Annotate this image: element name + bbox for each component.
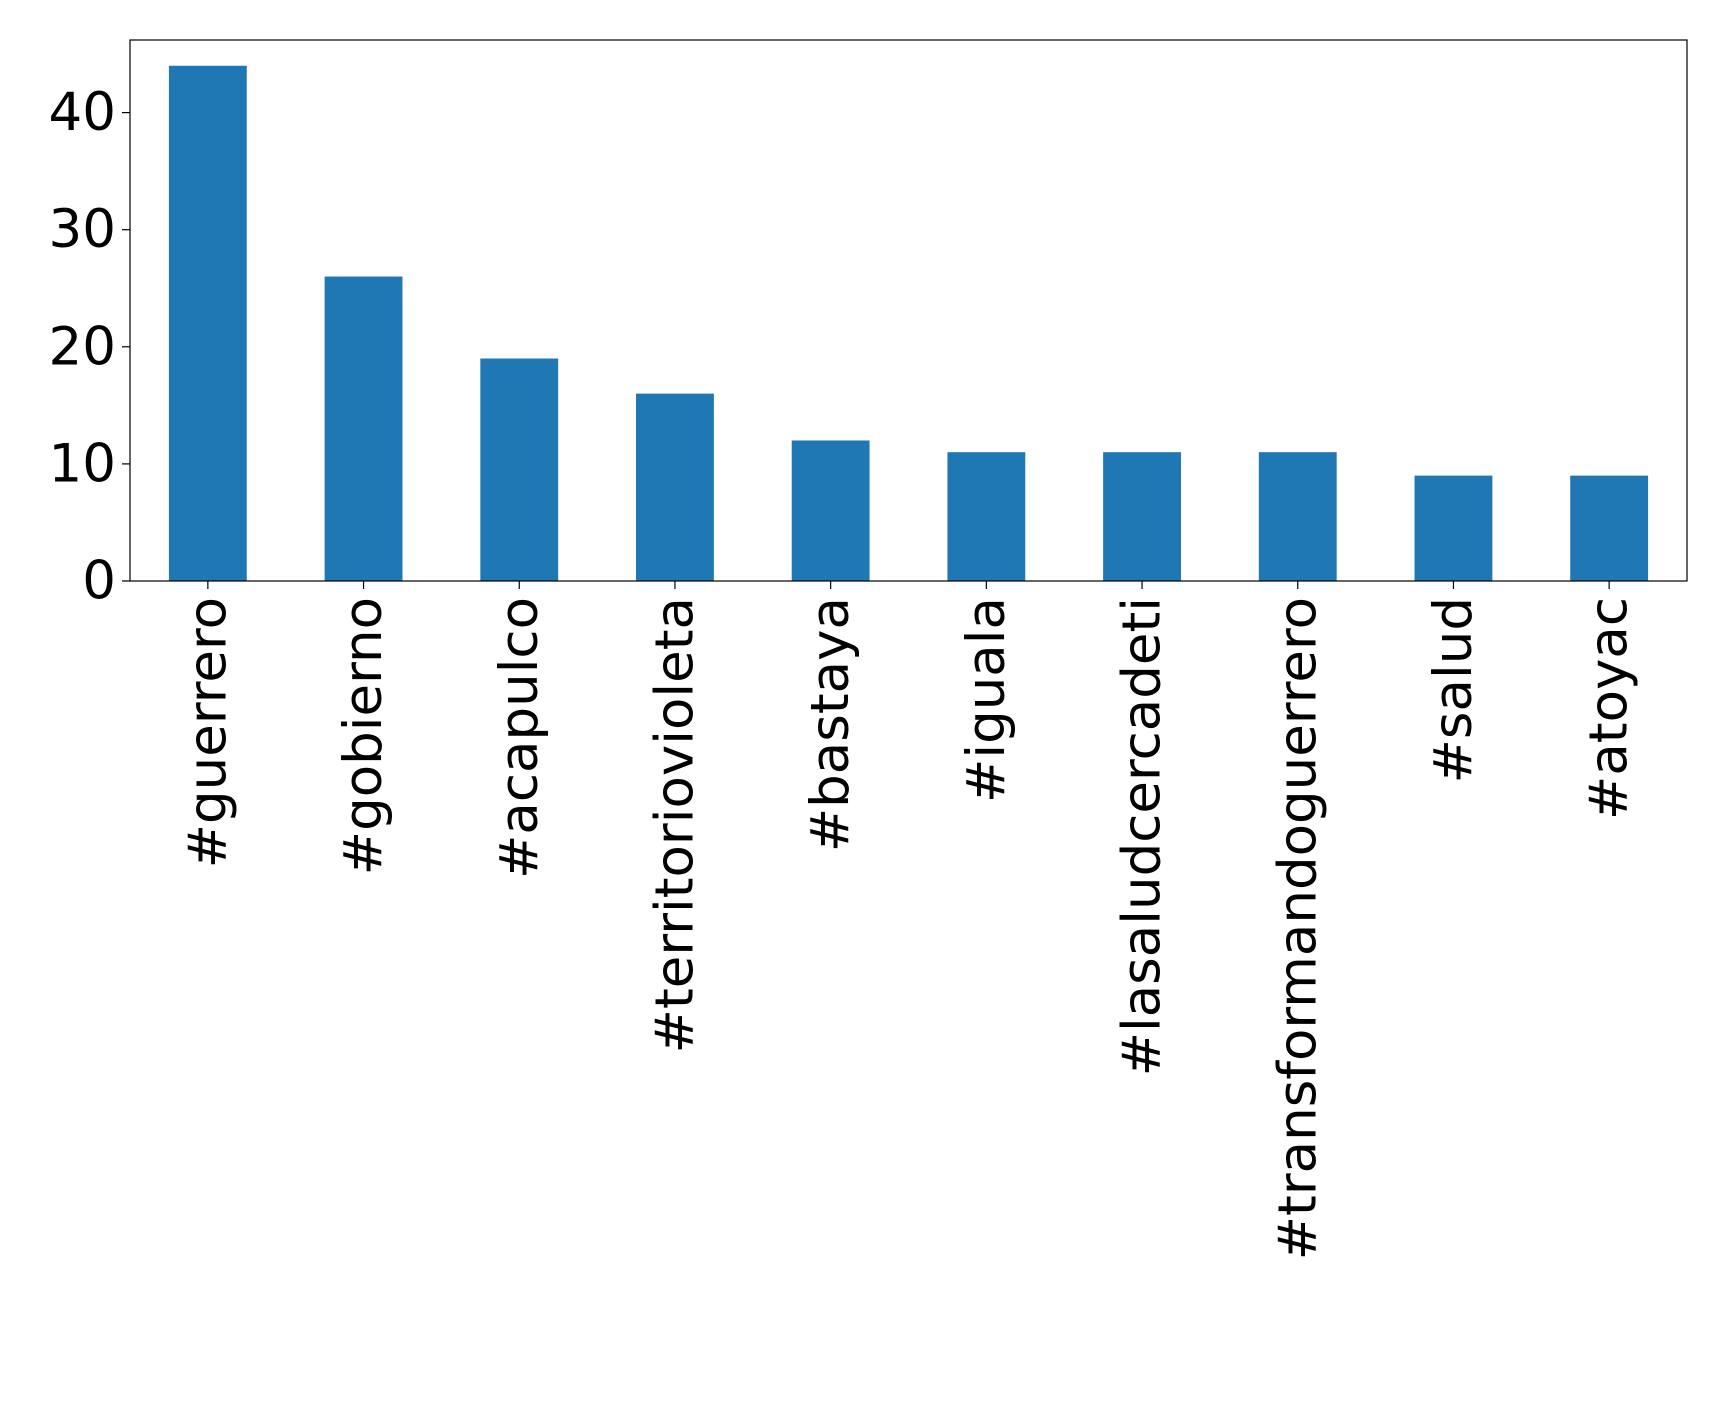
bar	[636, 393, 714, 581]
x-tick-label: #territoriovioleta	[644, 597, 705, 1053]
x-tick-label: #bastaya	[800, 597, 861, 852]
y-tick-label: 10	[49, 433, 116, 494]
bar	[1258, 452, 1337, 581]
plot-frame	[129, 39, 1688, 582]
x-tick-label: #lasaludcercadeti	[1112, 597, 1173, 1076]
x-tick-label: #guerrero	[177, 597, 238, 868]
bar	[791, 440, 870, 581]
bar	[480, 358, 559, 581]
x-tick-label: #transformandoguerrero	[1267, 597, 1328, 1260]
bar	[1414, 475, 1493, 581]
x-tick-label: #atoyac	[1579, 597, 1640, 820]
bar	[1570, 475, 1649, 581]
y-tick-label: 40	[49, 82, 116, 143]
y-tick-label: 20	[49, 316, 116, 377]
x-tick-label: #salud	[1423, 597, 1484, 783]
bar	[947, 452, 1026, 581]
bar	[1103, 452, 1181, 581]
x-tick-label: #acapulco	[489, 597, 550, 879]
bar	[168, 65, 247, 581]
y-tick-label: 30	[49, 199, 116, 260]
x-tick-label: #iguala	[956, 597, 1017, 803]
bar	[324, 276, 403, 581]
x-tick-label: #gobierno	[333, 597, 394, 875]
y-tick-label: 0	[82, 551, 116, 612]
